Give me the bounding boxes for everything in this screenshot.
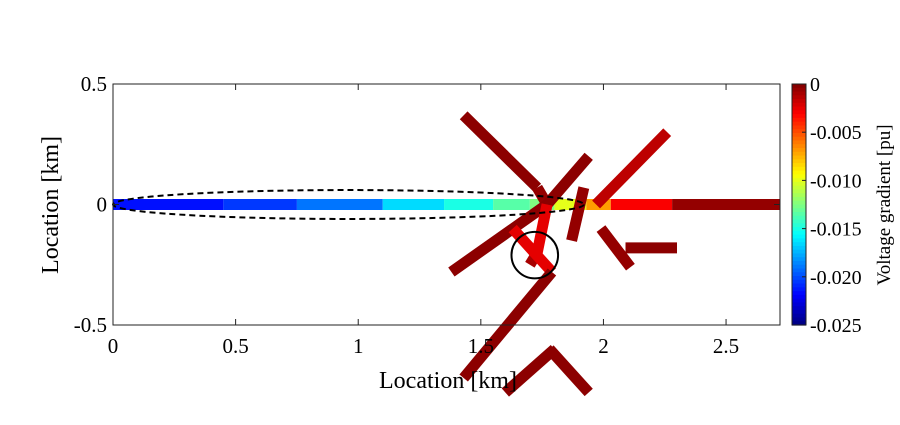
colorbar-gradient-step — [792, 136, 806, 142]
colorbar-gradient-step — [792, 166, 806, 172]
x-tick-label: 0 — [108, 334, 119, 358]
x-tick-label: 0.5 — [222, 334, 248, 358]
plot-area — [112, 111, 780, 397]
x-tick-label: 1.5 — [468, 334, 494, 358]
colorbar-gradient-step — [792, 91, 806, 96]
colorbar-gradient-step — [792, 185, 806, 191]
colorbar-gradient-step — [792, 125, 806, 130]
colorbar-gradient-step — [792, 294, 806, 300]
colorbar-gradient-step — [792, 313, 806, 319]
feeder-segment — [545, 345, 593, 397]
colorbar-gradient-step — [792, 227, 806, 232]
colorbar-gradient-step — [792, 193, 806, 198]
colorbar-gradient-step — [792, 238, 806, 243]
colorbar-gradient-step — [792, 287, 806, 292]
colorbar-tick-label: -0.025 — [810, 315, 862, 337]
colorbar-gradient-step — [792, 260, 806, 266]
colorbar-gradient-step — [792, 242, 806, 247]
colorbar-gradient-step — [792, 268, 806, 273]
colorbar-gradient-step — [792, 129, 806, 134]
colorbar-gradient-step — [792, 140, 806, 145]
colorbar-frame — [791, 83, 807, 326]
feeder-segment — [459, 111, 542, 192]
colorbar-gradient-step — [792, 170, 806, 175]
colorbar-gradient-step — [792, 245, 806, 251]
colorbar-gradient-step — [792, 189, 806, 194]
colorbar-gradient-step — [792, 272, 806, 277]
x-tick-label: 1 — [353, 334, 364, 358]
colorbar-gradient-step — [792, 317, 806, 322]
colorbar-gradient-step — [792, 87, 806, 93]
y-tick-label: 0 — [97, 193, 108, 217]
x-tick-label: 2 — [598, 334, 609, 358]
feeder-segment — [501, 344, 559, 397]
colorbar-gradient-step — [792, 234, 806, 239]
colorbar-gradient-step — [792, 102, 806, 108]
colorbar-gradient-step — [792, 223, 806, 228]
feeder-segment — [508, 224, 557, 276]
colorbar-gradient-step — [792, 257, 806, 262]
feeder-segment — [531, 203, 553, 254]
colorbar-gradient-step — [792, 306, 806, 311]
colorbar-tick-label: -0.015 — [810, 219, 862, 241]
colorbar-gradient-step — [792, 174, 806, 179]
colorbar-gradient-step — [792, 121, 806, 127]
colorbar-gradient-step — [792, 110, 806, 115]
colorbar-tick-label: -0.005 — [810, 122, 862, 144]
colorbar-gradient-step — [792, 200, 806, 206]
colorbar-gradient-step — [792, 264, 806, 270]
colorbar-gradient-step — [792, 253, 806, 258]
colorbar-gradient-step — [792, 212, 806, 217]
colorbar-gradient-step — [792, 279, 806, 285]
colorbar-gradient-step — [792, 215, 806, 221]
circle-annotation — [510, 230, 560, 280]
colorbar-gradient-step — [792, 151, 806, 157]
colorbar-gradient-step — [792, 106, 806, 111]
colorbar-tick-label: -0.010 — [810, 170, 862, 192]
colorbar-gradient-step — [792, 283, 806, 288]
colorbar-gradient-step — [792, 249, 806, 255]
colorbar-gradient-step — [792, 321, 806, 326]
colorbar-tick-label: 0 — [810, 74, 820, 96]
colorbar-gradient-step — [792, 95, 806, 100]
colorbar-gradient-step — [792, 291, 806, 296]
colorbar-label: Voltage gradient [pu] — [874, 124, 895, 285]
colorbar-tick-label: -0.020 — [810, 267, 862, 289]
colorbar: -0.025 -0.020 -0.015 -0.010 -0.005 0 — [791, 74, 862, 337]
feeder-segment — [566, 186, 590, 242]
colorbar-gradient-step — [792, 163, 806, 168]
x-axis-label: Location [km] — [379, 368, 517, 394]
colorbar-gradient-step — [792, 148, 806, 153]
y-axis-label: Location [km] — [38, 136, 64, 274]
colorbar-gradient-step — [792, 159, 806, 164]
feeder-segment — [448, 200, 551, 277]
axes: 0 0.5 1 1.5 2 2.5-0.500.5 — [74, 72, 781, 358]
y-tick-label: 0.5 — [81, 72, 107, 96]
colorbar-gradient-step — [792, 114, 806, 119]
feeder-segment — [596, 225, 635, 271]
colorbar-gradient-step — [792, 219, 806, 224]
colorbar-gradient-step — [792, 84, 806, 89]
x-tick-label: 2.5 — [713, 334, 739, 358]
feeder-segment — [592, 128, 672, 209]
feeder-segment — [542, 152, 593, 209]
colorbar-gradient-step — [792, 230, 806, 236]
colorbar-gradient-step — [792, 204, 806, 209]
colorbar-gradient-step — [792, 276, 806, 281]
colorbar-gradient-step — [792, 155, 806, 160]
colorbar-gradient-step — [792, 144, 806, 149]
colorbar-gradient-step — [792, 302, 806, 307]
colorbar-gradient-step — [792, 181, 806, 187]
colorbar-gradient-step — [792, 208, 806, 213]
colorbar-gradient-step — [792, 117, 806, 123]
colorbar-gradient-step — [792, 99, 806, 104]
colorbar-gradient-step — [792, 298, 806, 304]
colorbar-gradient-step — [792, 309, 806, 315]
colorbar-gradient-step — [792, 132, 806, 138]
y-tick-label: -0.5 — [74, 313, 107, 337]
colorbar-gradient-step — [792, 196, 806, 202]
colorbar-gradient-step — [792, 178, 806, 183]
